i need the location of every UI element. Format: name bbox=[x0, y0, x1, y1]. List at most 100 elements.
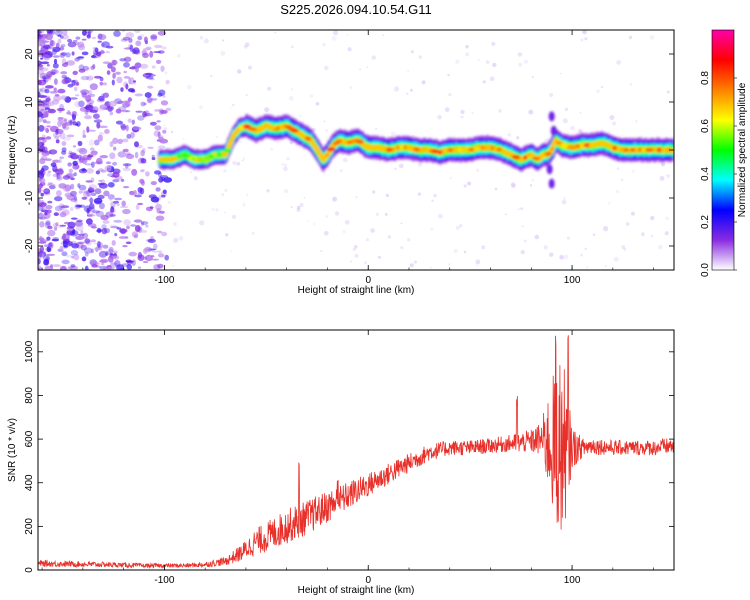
colorbar: 0.0 0.2 0.4 0.6 0.8 Normalized spectral ampl… bbox=[700, 29, 748, 277]
spectrogram-speckle bbox=[120, 123, 126, 129]
spectrogram-speckle bbox=[150, 121, 157, 126]
snr-x-tick-label: 0 bbox=[365, 575, 371, 586]
spectrogram-speckle bbox=[151, 255, 155, 258]
spectrogram-speckle bbox=[38, 177, 46, 185]
spectrogram-speckle bbox=[147, 146, 154, 149]
spectrogram-speckle bbox=[74, 101, 83, 108]
spectrogram-speckle bbox=[117, 138, 123, 144]
spectrogram-speckle bbox=[100, 49, 105, 55]
spectrogram-speckle bbox=[83, 191, 90, 198]
spectrogram-speckle bbox=[45, 120, 51, 124]
spectrogram-speckle bbox=[124, 236, 129, 239]
spectrogram-speckle bbox=[140, 169, 145, 173]
spectrogram-speckle bbox=[119, 228, 128, 233]
spectrogram-speckle bbox=[162, 129, 167, 134]
spectrogram-speckle bbox=[430, 227, 434, 231]
spectrogram-speckle bbox=[99, 258, 109, 263]
spectrogram-speckle bbox=[106, 267, 115, 270]
spectrogram-speckle bbox=[93, 113, 100, 119]
spectrogram-speckle bbox=[164, 71, 168, 75]
spectrogram-speckle bbox=[62, 136, 71, 141]
spectrogram-speckle bbox=[61, 123, 67, 129]
spectrogram-hot-spot bbox=[588, 143, 594, 148]
spectrogram-speckle bbox=[61, 251, 68, 257]
spectrogram-speckle bbox=[463, 184, 467, 188]
spectrogram-speckle bbox=[154, 44, 163, 49]
spectrogram-speckle bbox=[387, 235, 392, 239]
spectrogram-speckle bbox=[410, 50, 414, 54]
spectrogram-speckle bbox=[145, 76, 154, 80]
spectrogram-speckle bbox=[45, 128, 50, 133]
spectrogram-speckle bbox=[38, 251, 47, 258]
spectrogram-speckle bbox=[93, 75, 102, 79]
spectrogram-speckle bbox=[47, 170, 51, 173]
spectrogram-speckle bbox=[148, 98, 153, 104]
spectrogram-hot-spot bbox=[612, 145, 617, 151]
spectrogram-speckle bbox=[163, 127, 168, 130]
spectrogram-speckle bbox=[134, 194, 142, 198]
spectrogram-speckle bbox=[56, 107, 65, 112]
spectrogram-speckle bbox=[134, 141, 139, 148]
spectrogram-speckle bbox=[38, 60, 41, 66]
spectrogram-hot-spot bbox=[181, 153, 190, 157]
spectrogram-speckle bbox=[54, 226, 58, 231]
spectrogram-speckle bbox=[613, 256, 619, 262]
spectrogram-speckle bbox=[592, 233, 596, 237]
spectrogram-speckle bbox=[270, 148, 274, 151]
spectrogram-speckle bbox=[460, 115, 464, 119]
spectrogram-speckle bbox=[101, 93, 105, 97]
spectrogram-speckle bbox=[165, 107, 172, 111]
spectrogram-speckle bbox=[231, 103, 235, 107]
spectrogram-hot-spot bbox=[243, 124, 251, 129]
snr-y-tick-label: 200 bbox=[24, 518, 35, 535]
spectrogram-speckle bbox=[84, 265, 89, 270]
spectrogram-speckle bbox=[245, 94, 248, 96]
spectrogram-speckle bbox=[498, 109, 502, 113]
spectrogram-speckle bbox=[38, 116, 44, 123]
spectrogram-speckle bbox=[307, 220, 310, 222]
spectrogram-hot-spot bbox=[523, 155, 528, 160]
spectrogram-speckle bbox=[38, 49, 44, 53]
spectrogram-speckle bbox=[124, 100, 131, 107]
spectrogram-speckle bbox=[90, 261, 99, 265]
spectrogram-speckle bbox=[76, 219, 83, 223]
spectrogram-speckle bbox=[121, 109, 129, 113]
spectrogram-speckle bbox=[47, 101, 52, 108]
spectrogram-speckle bbox=[91, 55, 96, 59]
spectrogram-speckle bbox=[57, 173, 63, 180]
spectrogram-speckle bbox=[365, 238, 370, 242]
spectrogram-speckle bbox=[354, 253, 359, 258]
spectrogram-speckle bbox=[126, 153, 131, 156]
spectrogram-speckle bbox=[122, 186, 130, 189]
spectrogram-speckle bbox=[44, 158, 52, 161]
spectrogram-speckle bbox=[126, 264, 133, 270]
snr-y-tick-label: 400 bbox=[24, 474, 35, 491]
spectrogram-speckle bbox=[531, 76, 534, 79]
spectrogram-speckle bbox=[62, 175, 71, 180]
spectrogram-speckle bbox=[131, 119, 135, 125]
spectrogram-speckle bbox=[40, 192, 44, 197]
spectrogram-speckle bbox=[48, 149, 58, 155]
spectrogram-speckle bbox=[61, 77, 66, 83]
spectrogram-hot-spot bbox=[283, 125, 293, 128]
spectrogram-speckle bbox=[84, 252, 89, 257]
spectrogram-speckle bbox=[57, 130, 62, 138]
spectrogram-speckle bbox=[54, 78, 58, 85]
spectrogram-speckle bbox=[47, 30, 52, 35]
spectrogram-hot-spot bbox=[386, 147, 392, 153]
spectrogram-speckle bbox=[199, 105, 203, 110]
spectrogram-speckle bbox=[157, 30, 167, 36]
spectrogram-hot-spot bbox=[657, 147, 662, 153]
spectrogram-speckle bbox=[41, 99, 48, 104]
spectrogram-speckle bbox=[157, 92, 163, 97]
spectrogram-speckle bbox=[161, 231, 168, 237]
spectrogram-speckle bbox=[54, 94, 60, 97]
spectrogram-speckle bbox=[157, 263, 164, 269]
spectrogram-speckle bbox=[173, 237, 179, 243]
spectrogram-speckle bbox=[39, 72, 49, 80]
spectrogram-speckle bbox=[55, 129, 59, 135]
spectrogram-speckle bbox=[95, 210, 104, 217]
spectrogram-speckle bbox=[113, 250, 118, 254]
spectrogram-speckle bbox=[177, 54, 181, 58]
spectrogram-speckle bbox=[342, 229, 346, 234]
